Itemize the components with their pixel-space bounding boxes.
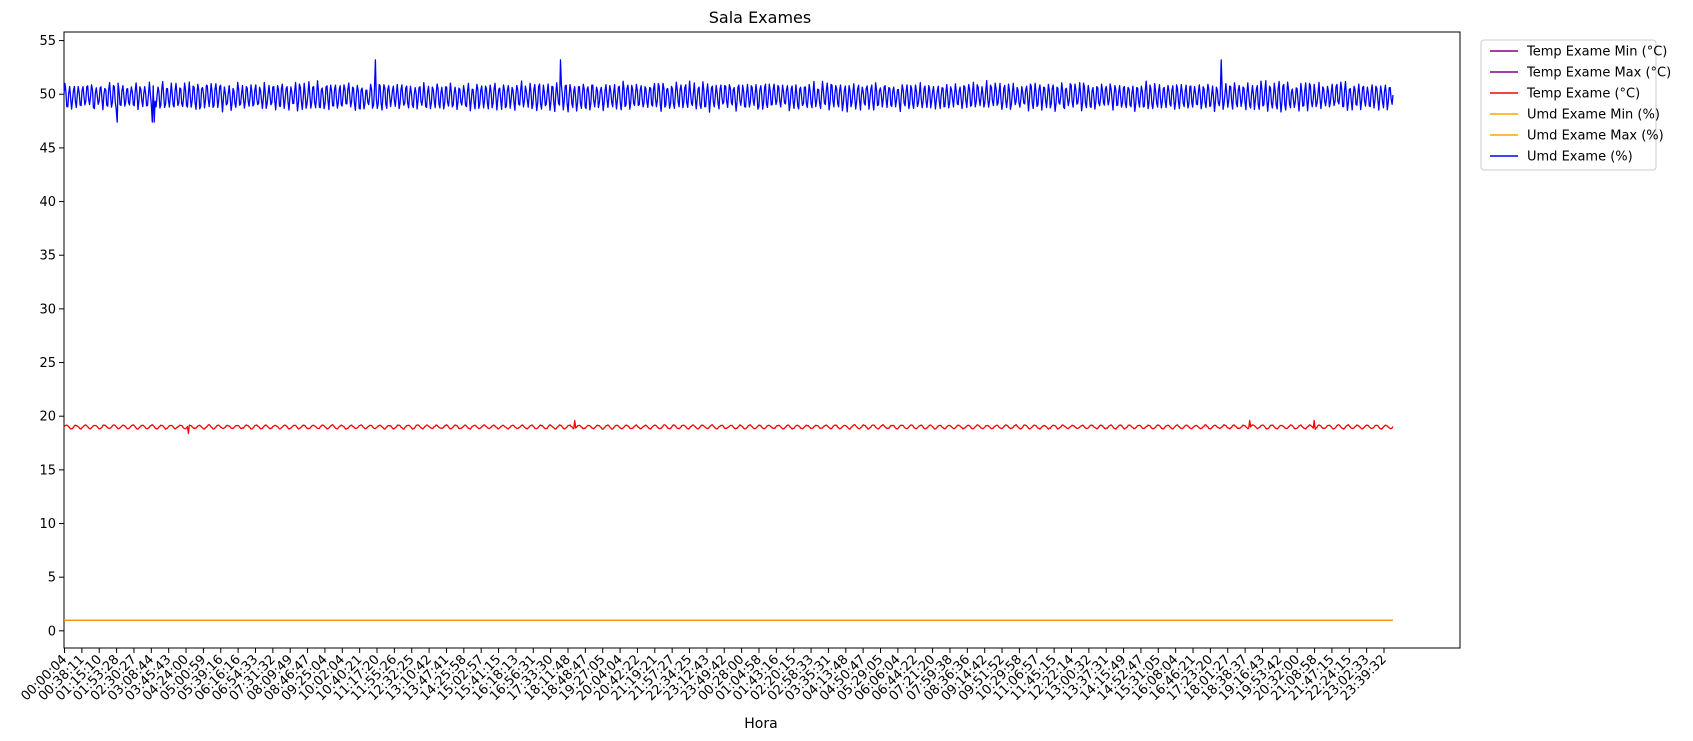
y-axis: 0 5 10 15 20 25 30 35 40 45 50 55 — [39, 34, 64, 639]
legend-label: Umd Exame Max (%) — [1527, 129, 1664, 144]
y-tick-label: 30 — [39, 302, 56, 317]
legend-label: Temp Exame (°C) — [1526, 87, 1640, 102]
y-tick-label: 15 — [39, 463, 56, 478]
legend-box — [1480, 39, 1657, 171]
y-tick-label: 40 — [39, 195, 56, 210]
x-axis: 00:00:0400:38:1101:15:1001:53:2802:30:27… — [18, 648, 1390, 704]
series-line-5 — [63, 59, 1394, 123]
legend-label: Temp Exame Max (°C) — [1526, 66, 1671, 81]
y-tick-label: 25 — [39, 356, 56, 371]
legend: Temp Exame Min (°C) Temp Exame Max (°C) Te… — [1480, 39, 1671, 171]
y-tick-label: 50 — [39, 88, 56, 103]
chart-title: Sala Exames — [709, 8, 811, 27]
y-tick-label: 55 — [39, 34, 56, 49]
legend-label: Umd Exame Min (%) — [1527, 108, 1660, 123]
y-tick-label: 35 — [39, 249, 56, 264]
y-tick-label: 10 — [39, 517, 56, 532]
y-tick-label: 45 — [39, 141, 56, 156]
plot-area — [63, 31, 1461, 649]
x-axis-label: Hora — [744, 716, 777, 732]
series-group — [63, 59, 1394, 621]
y-tick-label: 5 — [48, 571, 56, 586]
series-line-2 — [63, 419, 1394, 435]
legend-label: Umd Exame (%) — [1527, 150, 1633, 165]
y-tick-label: 20 — [39, 410, 56, 425]
legend-label: Temp Exame Min (°C) — [1526, 45, 1667, 60]
y-tick-label: 0 — [48, 624, 56, 639]
